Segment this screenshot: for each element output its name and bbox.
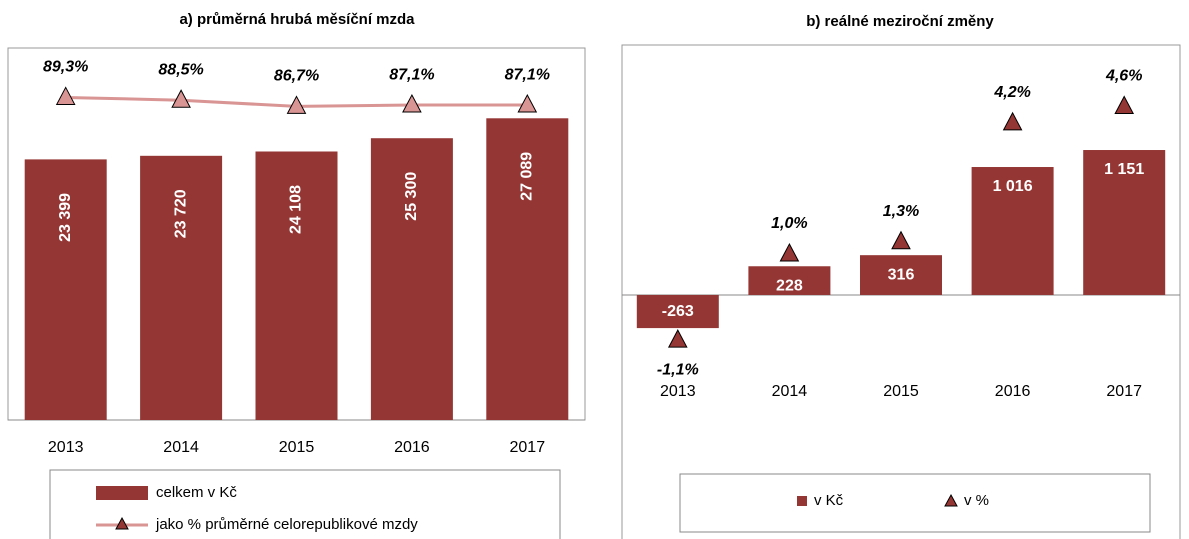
legend-swatch — [797, 496, 807, 506]
data-label: 1,3% — [883, 203, 919, 220]
x-tick-label: 2015 — [883, 383, 919, 400]
bar — [486, 118, 569, 421]
data-label: 27 089 — [519, 152, 536, 201]
data-label: 1 016 — [993, 178, 1033, 195]
data-label: 1 151 — [1104, 161, 1144, 178]
x-tick-label: 2016 — [394, 439, 430, 456]
data-label: 87,1% — [505, 66, 550, 83]
x-tick-label: 2014 — [772, 383, 808, 400]
bar — [140, 155, 223, 420]
marker — [171, 89, 191, 108]
x-tick-label: 2013 — [660, 383, 696, 400]
x-tick-label: 2017 — [1106, 383, 1142, 400]
legend-label: jako % průměrné celorepublikové mzdy — [155, 516, 418, 533]
legend — [49, 469, 561, 539]
data-label: 87,1% — [389, 66, 434, 83]
chart-title: b) reálné meziroční změny — [806, 13, 994, 30]
bar — [24, 159, 107, 421]
marker — [1002, 111, 1023, 131]
bar — [255, 151, 338, 420]
data-label: 4,2% — [993, 84, 1030, 101]
data-label: 88,5% — [158, 61, 203, 78]
bar — [370, 138, 453, 420]
marker — [517, 93, 538, 113]
bar — [748, 266, 831, 295]
data-label: 25 300 — [403, 172, 420, 221]
data-label: 4,6% — [1105, 68, 1142, 85]
bar — [971, 167, 1054, 295]
legend-label: v % — [964, 492, 989, 509]
legend-swatch — [115, 516, 129, 530]
marker — [286, 95, 307, 114]
x-tick-label: 2014 — [163, 439, 199, 456]
marker — [1114, 95, 1135, 114]
marker — [402, 93, 422, 113]
marker — [891, 230, 911, 250]
bar — [860, 255, 942, 295]
x-tick-label: 2015 — [279, 439, 315, 456]
x-tick-label: 2017 — [510, 439, 546, 456]
data-label: 89,3% — [43, 59, 88, 76]
data-label: 23 720 — [172, 189, 189, 238]
marker — [667, 329, 688, 348]
data-label: -1,1% — [657, 361, 699, 378]
data-label: -263 — [662, 303, 694, 320]
data-label: 316 — [888, 266, 915, 283]
data-label: 86,7% — [274, 68, 319, 85]
data-label: 23 399 — [57, 193, 74, 242]
data-label: 24 108 — [288, 185, 305, 234]
x-tick-label: 2016 — [995, 383, 1031, 400]
data-label: 228 — [776, 277, 803, 294]
legend-swatch — [944, 493, 958, 507]
bar — [636, 294, 719, 329]
legend-label: v Kč — [814, 492, 844, 509]
data-label: 1,0% — [771, 215, 807, 232]
bar — [1083, 150, 1166, 295]
legend — [679, 473, 1151, 533]
x-tick-label: 2013 — [48, 439, 84, 456]
legend-label: celkem v Kč — [156, 484, 237, 501]
marker — [55, 86, 76, 105]
marker — [779, 242, 800, 262]
legend-swatch — [96, 486, 148, 500]
chart-title: a) průměrná hrubá měsíční mzda — [179, 11, 415, 28]
